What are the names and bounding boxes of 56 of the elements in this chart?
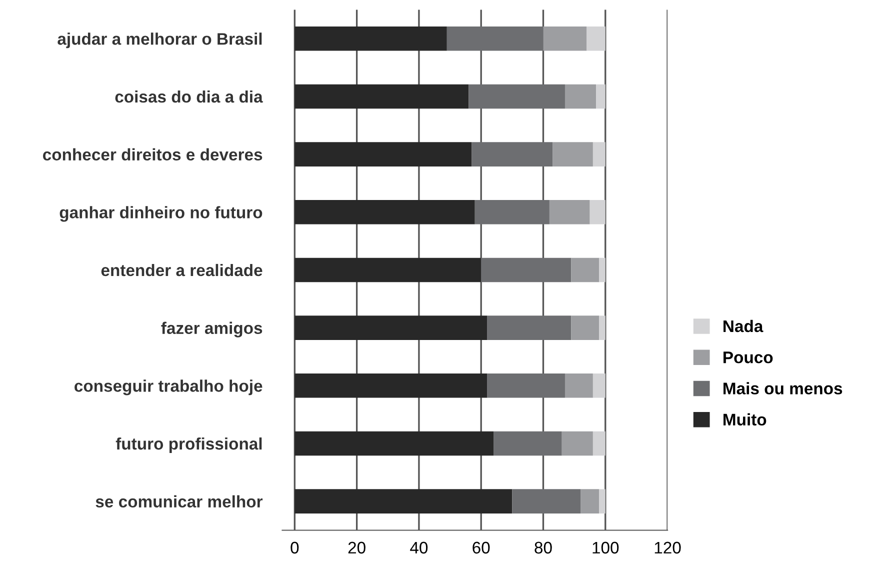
- bar: [294, 489, 512, 514]
- bar: [494, 431, 562, 456]
- x-tick-label: 20: [348, 542, 366, 554]
- bar: [564, 84, 596, 109]
- y-tick-label: se comunicar melhor: [96, 495, 263, 508]
- bar: [562, 431, 593, 456]
- x-tick-label: 100: [592, 542, 619, 554]
- legend-label: Pouco: [724, 352, 773, 364]
- bar: [487, 316, 572, 340]
- legend-label: Nada: [724, 320, 764, 332]
- bar: [586, 26, 606, 51]
- bar: [596, 84, 606, 109]
- bar: [294, 26, 447, 51]
- bar: [294, 142, 472, 166]
- bar: [552, 142, 593, 166]
- legend-label: Muito: [724, 413, 766, 426]
- x-tick-label: 40: [410, 542, 428, 554]
- x-tick-label: 80: [534, 542, 552, 554]
- y-tick-label: entender a realidade: [101, 264, 262, 276]
- bar: [592, 374, 606, 398]
- bar: [592, 142, 606, 166]
- x-tick-label: 120: [654, 542, 681, 554]
- y-tick-label: ganhar dinheiro no futuro: [60, 206, 262, 222]
- y-tick-label: fazer amigos: [161, 322, 262, 338]
- bar: [481, 258, 572, 282]
- y-tick-label: ajudar a melhorar o Brasil: [58, 32, 262, 48]
- bar: [512, 489, 581, 514]
- bar: [564, 374, 593, 398]
- bar: [543, 26, 587, 51]
- bar: [472, 142, 553, 166]
- bar: [549, 200, 590, 224]
- x-tick-label: 60: [472, 542, 490, 554]
- bar: [294, 84, 469, 109]
- legend-label: Mais ou menos: [724, 382, 842, 394]
- y-tick-label: conseguir trabalho hoje: [74, 380, 262, 396]
- bar: [294, 374, 488, 398]
- bar: [592, 431, 606, 456]
- bar: [571, 258, 600, 282]
- bar: [294, 431, 494, 456]
- y-tick-label: conhecer direitos e deveres: [42, 148, 262, 161]
- bar: [294, 258, 482, 282]
- bar: [580, 489, 600, 514]
- bar: [294, 200, 475, 224]
- bar: [294, 316, 488, 340]
- x-tick-label: 0: [290, 542, 299, 554]
- y-tick-label: coisas do dia a dia: [115, 90, 263, 103]
- bar: [446, 26, 544, 51]
- bar: [599, 316, 606, 340]
- bar: [590, 200, 606, 224]
- y-tick-label: futuro profissional: [116, 437, 262, 453]
- bar: [468, 84, 565, 109]
- bar: [474, 200, 550, 224]
- bar: [571, 316, 600, 340]
- bar: [599, 489, 606, 514]
- bar: [599, 258, 606, 282]
- bar: [487, 374, 565, 398]
